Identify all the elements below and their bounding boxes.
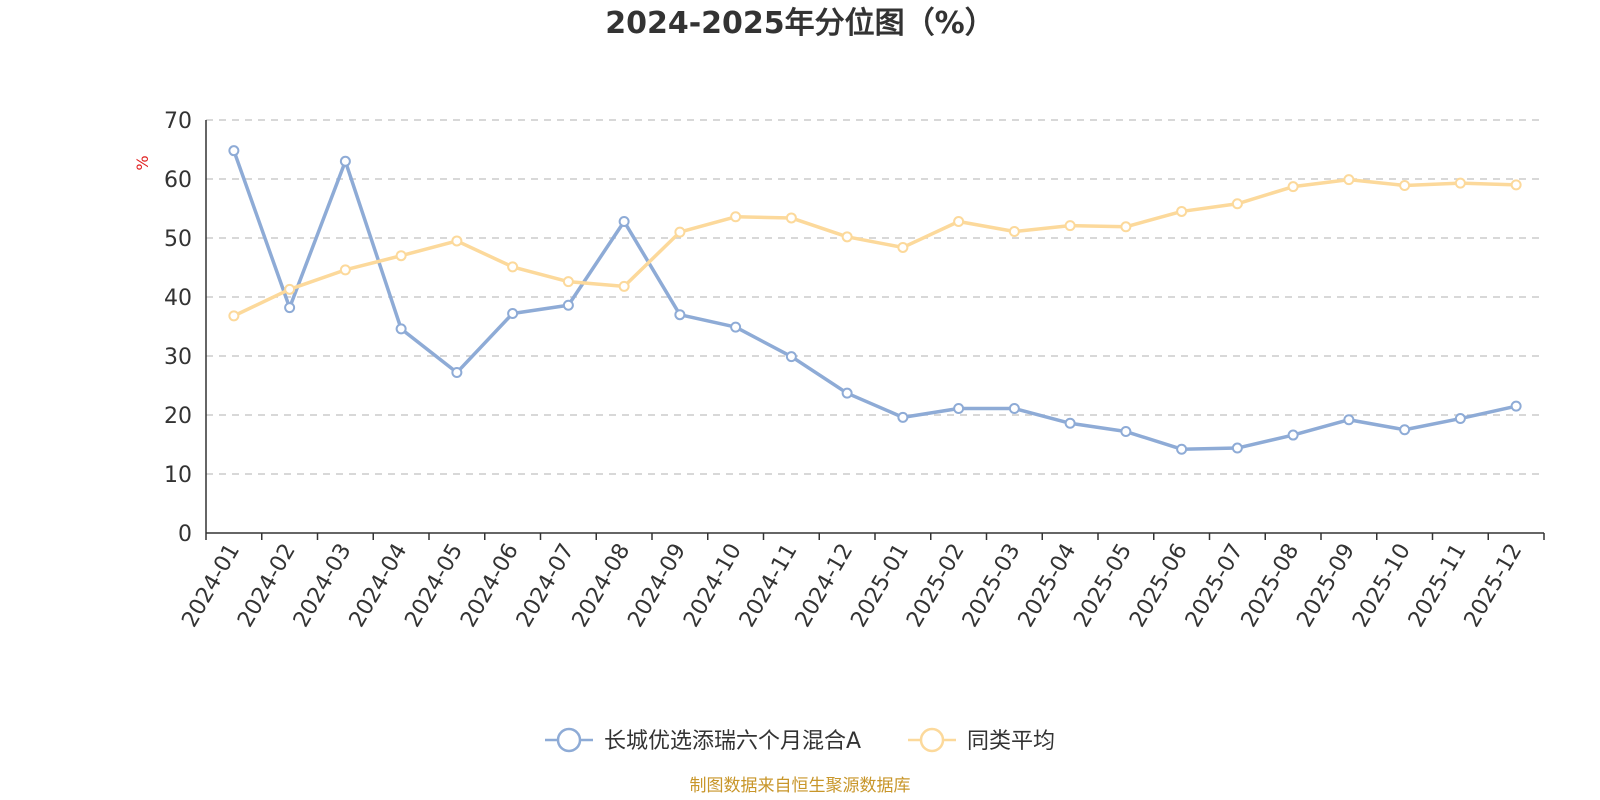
data-point[interactable] (1343, 174, 1355, 186)
data-point[interactable] (1176, 443, 1188, 455)
data-point[interactable] (1176, 205, 1188, 217)
data-point[interactable] (1120, 221, 1132, 233)
data-point[interactable] (953, 215, 965, 227)
legend-swatch-marker (919, 727, 945, 753)
y-tick-label: 70 (164, 109, 192, 134)
data-point[interactable] (395, 323, 407, 335)
data-point[interactable] (1287, 429, 1299, 441)
y-tick-label: 30 (164, 345, 192, 370)
series-lines (228, 145, 1522, 455)
data-point[interactable] (897, 241, 909, 253)
data-point[interactable] (507, 308, 519, 320)
legend-item-2[interactable]: 同类平均 (908, 727, 1055, 754)
y-tick-label: 10 (164, 463, 192, 488)
data-point[interactable] (1454, 413, 1466, 425)
data-point[interactable] (841, 387, 853, 399)
series-line-2 (233, 177, 1517, 318)
data-point[interactable] (1064, 417, 1076, 429)
data-point[interactable] (284, 302, 296, 314)
data-point[interactable] (562, 276, 574, 288)
data-point[interactable] (674, 309, 686, 321)
data-point[interactable] (730, 321, 742, 333)
legend-swatch-marker (556, 727, 582, 753)
gridlines (206, 119, 1544, 475)
data-point[interactable] (339, 264, 351, 276)
data-point[interactable] (562, 299, 574, 311)
data-point[interactable] (228, 310, 240, 322)
y-tick-label: 0 (178, 522, 192, 547)
data-point[interactable] (1231, 442, 1243, 454)
data-point[interactable] (1399, 179, 1411, 191)
data-point[interactable] (1454, 177, 1466, 189)
data-point[interactable] (1287, 181, 1299, 193)
data-point[interactable] (618, 280, 630, 292)
data-point[interactable] (730, 211, 742, 223)
y-tick-label: 20 (164, 404, 192, 429)
data-point[interactable] (1510, 400, 1522, 412)
data-point[interactable] (284, 283, 296, 295)
data-point[interactable] (618, 215, 630, 227)
data-source-note: 制图数据来自恒生聚源数据库 (690, 776, 911, 796)
legend-label: 同类平均 (967, 729, 1055, 754)
data-point[interactable] (841, 231, 853, 243)
y-axis-label: % (133, 155, 152, 170)
chart-title: 2024-2025年分位图（%） (605, 6, 995, 41)
data-point[interactable] (897, 411, 909, 423)
data-point[interactable] (1510, 179, 1522, 191)
data-point[interactable] (451, 235, 463, 247)
data-point[interactable] (395, 250, 407, 262)
data-point[interactable] (228, 145, 240, 157)
legend[interactable]: 长城优选添瑞六个月混合A 同类平均 (545, 727, 1055, 754)
data-point[interactable] (451, 367, 463, 379)
data-point[interactable] (1120, 426, 1132, 438)
data-point[interactable] (1064, 220, 1076, 232)
data-point[interactable] (507, 261, 519, 273)
data-point[interactable] (785, 351, 797, 363)
data-point[interactable] (953, 403, 965, 415)
data-point[interactable] (1008, 226, 1020, 238)
data-point[interactable] (674, 226, 686, 238)
legend-item-1[interactable]: 长城优选添瑞六个月混合A (545, 727, 861, 754)
data-point[interactable] (1008, 403, 1020, 415)
axes: 0102030405060702024-012024-022024-032024… (164, 109, 1545, 632)
data-point[interactable] (1343, 414, 1355, 426)
y-tick-label: 60 (164, 168, 192, 193)
data-point[interactable] (339, 155, 351, 167)
y-tick-label: 40 (164, 286, 192, 311)
y-tick-label: 50 (164, 227, 192, 252)
series-line-1 (232, 150, 1517, 451)
data-point[interactable] (1399, 424, 1411, 436)
data-point[interactable] (1231, 198, 1243, 210)
data-point[interactable] (785, 212, 797, 224)
legend-label: 长城优选添瑞六个月混合A (604, 729, 861, 754)
